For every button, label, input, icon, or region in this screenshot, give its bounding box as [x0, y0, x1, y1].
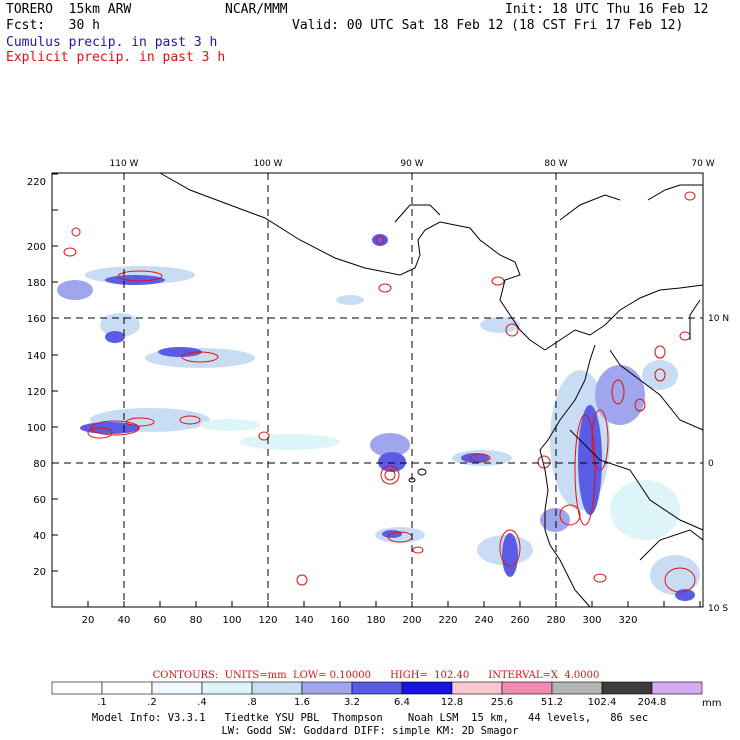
colorbar-swatch: [151, 681, 203, 695]
colorbar-swatch: [351, 681, 403, 695]
lon-label-80w: 80 W: [544, 159, 567, 169]
colorbar-swatch: [551, 681, 603, 695]
x-tick: 300: [582, 615, 601, 626]
colorbar: [51, 681, 703, 695]
lon-label-100w: 100 W: [254, 159, 283, 169]
coastlines: [159, 172, 704, 608]
model-title: TORERO 15km ARW: [6, 2, 132, 17]
lat-label-10s: 10 S: [708, 604, 728, 614]
y-tick: 100: [27, 423, 46, 434]
contour-info: CONTOURS: UNITS=mm LOW= 0.10000 HIGH= 10…: [153, 670, 600, 681]
colorbar-swatch: [51, 681, 103, 695]
lat-label-0: 0: [708, 459, 714, 469]
colorbar-label: 51.2: [541, 697, 563, 708]
x-tick: 280: [546, 615, 565, 626]
x-tick: 100: [222, 615, 241, 626]
colorbar-label: 6.4: [394, 697, 410, 708]
y-tick: 200: [27, 242, 46, 253]
x-tick: 140: [294, 615, 313, 626]
colorbar-swatch: [451, 681, 503, 695]
tick-marks: [52, 173, 701, 607]
x-tick: 180: [366, 615, 385, 626]
y-tick: 140: [27, 351, 46, 362]
x-tick: 220: [438, 615, 457, 626]
colorbar-swatch: [601, 681, 653, 695]
lat-label-10n: 10 N: [708, 314, 729, 324]
colorbar-swatch: [401, 681, 453, 695]
colorbar-label: .1: [97, 697, 107, 708]
forecast-hour: Fcst: 30 h: [6, 18, 100, 33]
colorbar-swatch: [651, 681, 703, 695]
x-tick: 160: [330, 615, 349, 626]
lon-label-90w: 90 W: [400, 159, 423, 169]
x-tick: 80: [190, 615, 203, 626]
legend-cumulus: Cumulus precip. in past 3 h: [6, 35, 218, 50]
colorbar-label: 3.2: [344, 697, 360, 708]
x-tick: 320: [618, 615, 637, 626]
y-tick: 220: [27, 177, 46, 188]
x-tick: 120: [258, 615, 277, 626]
graticule: [52, 173, 703, 607]
colorbar-swatch: [501, 681, 553, 695]
colorbar-swatch: [201, 681, 253, 695]
x-tick: 240: [474, 615, 493, 626]
y-tick: 160: [27, 314, 46, 325]
colorbar-label: 204.8: [638, 697, 667, 708]
colorbar-unit: mm: [702, 698, 721, 709]
y-tick: 180: [27, 278, 46, 289]
footer-model-info: Model Info: V3.3.1 Tiedtke YSU PBL Thomp…: [91, 712, 649, 724]
x-tick: 260: [510, 615, 529, 626]
colorbar-label: .2: [147, 697, 157, 708]
colorbar-labels: .1 .2 .4 .8 1.6 3.2 6.4 12.8 25.6 51.2 102.4 204.8: [97, 697, 666, 708]
colorbar-label: 1.6: [294, 697, 310, 708]
colorbar-label: 12.8: [441, 697, 463, 708]
y-tick: 20: [33, 567, 46, 578]
y-tick: 80: [33, 459, 46, 470]
legend-explicit: Explicit precip. in past 3 h: [6, 50, 226, 65]
y-tick: 120: [27, 387, 46, 398]
colorbar-label: 102.4: [588, 697, 617, 708]
init-time: Init: 18 UTC Thu 16 Feb 12: [505, 2, 709, 17]
explicit-precip-contours: [63, 191, 696, 593]
x-tick: 60: [154, 615, 167, 626]
colorbar-label: 25.6: [491, 697, 513, 708]
x-tick: 200: [402, 615, 421, 626]
y-tick: 40: [33, 531, 46, 542]
colorbar-swatch: [101, 681, 153, 695]
lon-label-110w: 110 W: [110, 159, 139, 169]
footer-physics-info: LW: Godd SW: Goddard DIFF: simple KM: 2D…: [221, 725, 519, 737]
colorbar-swatch: [251, 681, 303, 695]
x-tick: 20: [82, 615, 95, 626]
colorbar-label: .8: [247, 697, 257, 708]
x-tick: 40: [118, 615, 131, 626]
lon-label-70w: 70 W: [691, 159, 714, 169]
colorbar-swatch: [301, 681, 353, 695]
valid-time: Valid: 00 UTC Sat 18 Feb 12 (18 CST Fri …: [292, 18, 684, 33]
colorbar-label: .4: [197, 697, 207, 708]
center-label: NCAR/MMM: [225, 2, 288, 17]
y-tick: 60: [33, 495, 46, 506]
